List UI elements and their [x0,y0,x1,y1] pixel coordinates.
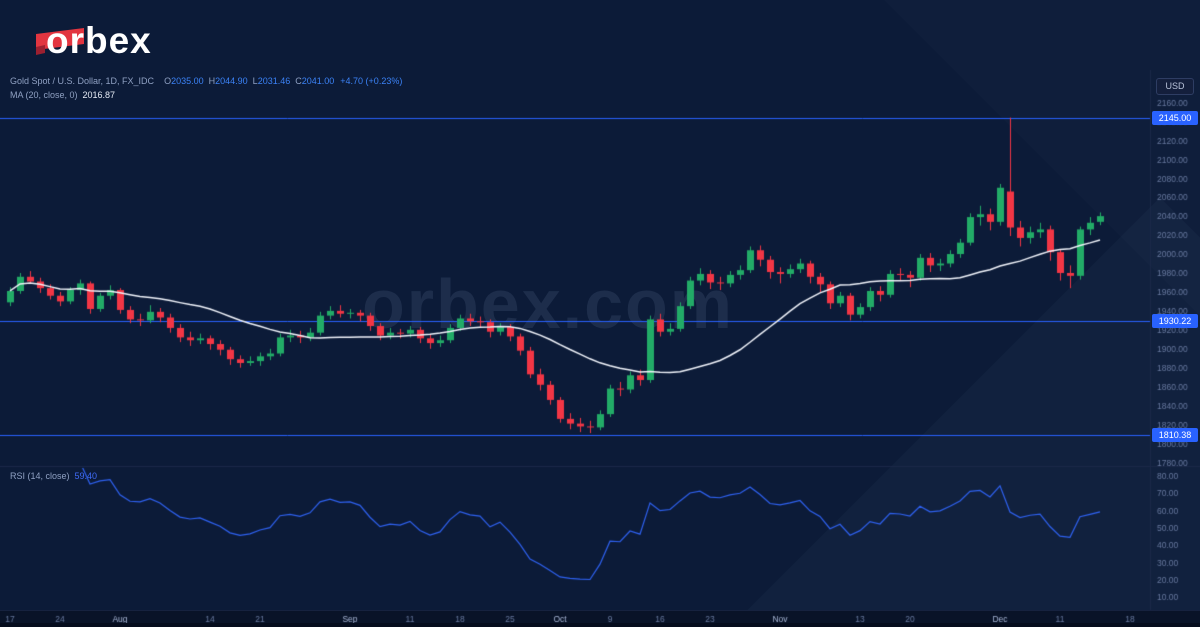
price-level-badge[interactable]: 2145.00 [1152,111,1198,125]
currency-toggle[interactable]: USD [1156,78,1194,95]
close-label: C [295,76,302,86]
symbol-title[interactable]: Gold Spot / U.S. Dollar, 1D, FX_IDC [10,76,155,86]
high-value: 2044.90 [215,76,248,86]
low-label: L [252,76,258,86]
open-value: 2035.00 [171,76,204,86]
low-value: 2031.46 [257,76,291,86]
rsi-indicator-label: RSI (14, close) [10,471,70,481]
symbol-header: Gold Spot / U.S. Dollar, 1D, FX_IDC O2035… [10,76,402,100]
high-label: H [208,76,216,86]
price-level-badge[interactable]: 1810.38 [1152,428,1198,442]
bottom-strip [0,623,1200,627]
logo-flag-fold-icon [36,45,45,55]
close-value: 2041.00 [301,76,335,86]
ma-indicator-value: 2016.87 [82,90,116,100]
rsi-indicator-value: 59.40 [74,471,98,481]
rsi-header[interactable]: RSI (14, close) 59.40 [10,471,97,481]
price-level-badge[interactable]: 1930.22 [1152,314,1198,328]
open-label: O [164,76,172,86]
change-value: +4.70 (+0.23%) [340,76,403,86]
orbex-logo: orbex [36,20,196,70]
ma-indicator-label[interactable]: MA (20, close, 0) [10,90,78,100]
logo-text: orbex [46,20,152,61]
